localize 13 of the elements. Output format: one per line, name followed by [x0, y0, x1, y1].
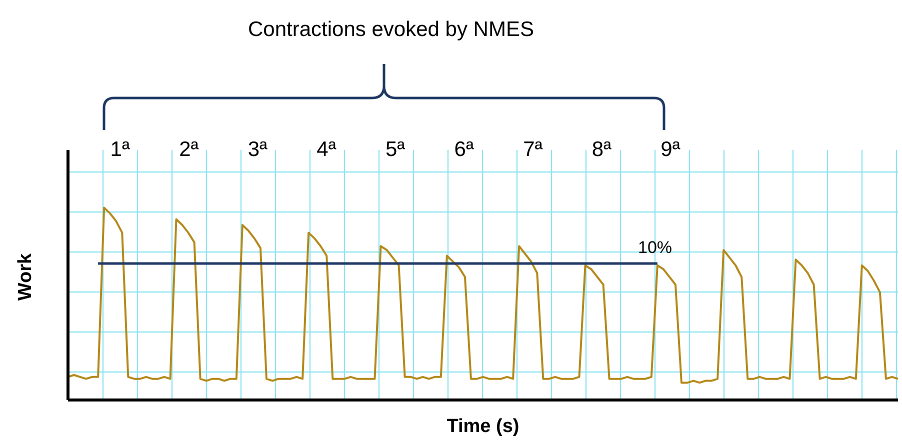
x-axis-title: Time (s) — [446, 416, 520, 438]
text: 4ª — [316, 138, 338, 162]
text: 3ª — [246, 138, 268, 162]
y-axis-title: Work — [15, 252, 37, 303]
annotation: 10% — [638, 238, 672, 258]
chart-title: Contractions evoked by NMES — [247, 18, 535, 42]
text: 5ª — [384, 138, 406, 162]
text: 7ª — [522, 138, 544, 162]
text: 9ª — [660, 138, 682, 162]
text: 1ª — [109, 138, 131, 162]
text: 6ª — [453, 138, 475, 162]
text: 8ª — [590, 138, 612, 162]
text: 2ª — [178, 138, 200, 162]
